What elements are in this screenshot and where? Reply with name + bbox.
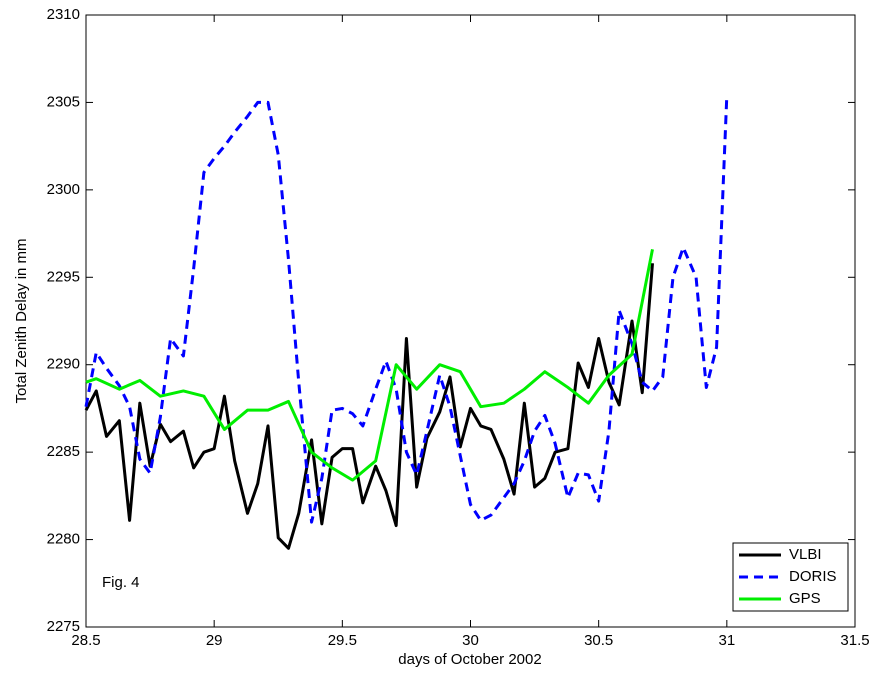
legend-label: DORIS [789, 568, 837, 585]
series-line [84, 263, 654, 550]
legend-label: GPS [789, 590, 821, 607]
series-line [85, 249, 654, 482]
annotation: Fig. 4 [102, 574, 140, 591]
y-tick-label: 2310 [47, 6, 80, 23]
y-tick-label: 2300 [47, 181, 80, 198]
x-tick-label: 29.5 [328, 632, 357, 649]
series-line [84, 95, 729, 524]
x-tick-label: 28.5 [71, 632, 100, 649]
y-tick-label: 2275 [47, 618, 80, 635]
legend-label: VLBI [789, 546, 822, 563]
x-tick-label: 30 [462, 632, 479, 649]
x-tick-label: 31.5 [840, 632, 869, 649]
x-tick-label: 30.5 [584, 632, 613, 649]
x-tick-label: 29 [206, 632, 223, 649]
y-tick-label: 2285 [47, 443, 80, 460]
x-tick-label: 31 [718, 632, 735, 649]
y-axis-label: Total Zenith Delay in mm [13, 238, 30, 403]
y-tick-label: 2305 [47, 93, 80, 110]
y-tick-label: 2290 [47, 356, 80, 373]
y-tick-label: 2295 [47, 268, 80, 285]
x-axis-label: days of October 2002 [398, 651, 541, 668]
y-tick-label: 2280 [47, 531, 80, 548]
